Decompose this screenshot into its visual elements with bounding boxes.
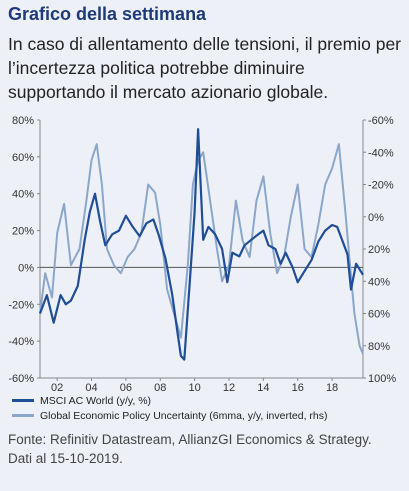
x-tick-label: 16 [292,382,304,392]
y-left-tick-label: -60% [8,373,34,385]
series-line-epu [39,143,364,355]
y-right-tick-label: 100% [368,373,396,385]
x-tick-label: 12 [223,382,235,392]
x-tick-label: 18 [326,382,338,392]
legend-label-msci: MSCI AC World (y/y, %) [40,394,152,407]
x-tick-label: 04 [85,382,97,392]
chart-series [38,128,364,361]
chart-axes: 80% 60% 40% 20% 0% -20% -40% -60% -60% -40% -20% 0%… [8,115,396,394]
y-left-tick-label: 0% [18,262,34,274]
y-left-tick-label: 80% [12,115,34,127]
chart-heading: Grafico della settimana [8,4,207,24]
source-line-2: Dati al 15-10-2019. [8,451,123,466]
y-right-tick-label: 80% [368,341,390,353]
y-left-tick-label: 60% [12,152,34,164]
y-right-tick-label: 40% [368,276,390,288]
y-left-tick-label: 20% [12,226,34,238]
legend-swatch-epu [12,414,34,417]
y-left-tick-label: 40% [12,189,34,201]
chart-area: 80% 60% 40% 20% 0% -20% -40% -60% -60% -40% -20% 0%… [0,108,409,394]
y-right-tick-label: 60% [368,309,390,321]
x-tick-label: 10 [189,382,201,392]
chart-subheading: In caso di allentamento delle tensioni, … [8,34,401,102]
line-chart: 80% 60% 40% 20% 0% -20% -40% -60% -60% -40% -20% 0%… [8,115,396,394]
x-tick-label: 06 [120,382,132,392]
source-line-1: Fonte: Refinitiv Datastream, AllianzGI E… [8,432,372,447]
series-line-msci [38,128,364,361]
y-right-tick-label: 0% [368,212,384,224]
x-tick-label: 14 [257,382,269,392]
chart-legend: MSCI AC World (y/y, %) Global Economic P… [12,393,407,423]
legend-label-epu: Global Economic Policy Uncertainty (6mma… [40,409,328,422]
y-left-tick-label: -40% [8,336,34,348]
y-right-tick-label: -20% [368,180,394,192]
y-left-tick-label: -20% [8,299,34,311]
legend-item-epu: Global Economic Policy Uncertainty (6mma… [12,408,407,423]
legend-swatch-msci [12,399,34,402]
x-tick-label: 02 [51,382,63,392]
source-note: Fonte: Refinitiv Datastream, AllianzGI E… [8,430,404,468]
legend-item-msci: MSCI AC World (y/y, %) [12,393,407,408]
y-right-tick-label: -40% [368,147,394,159]
y-right-tick-label: -60% [368,115,394,127]
y-right-tick-label: 20% [368,244,390,256]
x-tick-label: 08 [154,382,166,392]
